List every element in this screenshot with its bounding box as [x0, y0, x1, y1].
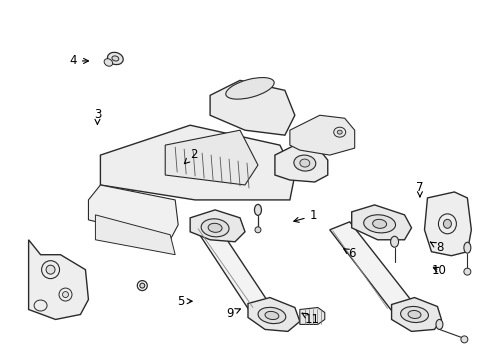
- Text: 2: 2: [184, 148, 197, 164]
- Text: 4: 4: [69, 54, 89, 67]
- Ellipse shape: [63, 292, 69, 298]
- Text: 8: 8: [430, 241, 443, 254]
- Ellipse shape: [464, 242, 471, 253]
- Polygon shape: [424, 192, 471, 256]
- Polygon shape: [210, 80, 295, 135]
- Text: 3: 3: [94, 108, 101, 125]
- Ellipse shape: [436, 319, 443, 329]
- Text: 9: 9: [226, 307, 241, 320]
- Ellipse shape: [104, 59, 113, 66]
- Ellipse shape: [140, 283, 145, 288]
- Ellipse shape: [265, 311, 279, 320]
- Text: 5: 5: [177, 295, 192, 308]
- Polygon shape: [89, 185, 178, 240]
- Text: 6: 6: [344, 247, 355, 260]
- Polygon shape: [96, 215, 175, 255]
- Polygon shape: [352, 205, 412, 240]
- Ellipse shape: [255, 227, 261, 233]
- Ellipse shape: [461, 336, 468, 343]
- Ellipse shape: [364, 215, 395, 233]
- Polygon shape: [275, 145, 328, 182]
- Polygon shape: [165, 130, 258, 185]
- Polygon shape: [190, 210, 245, 242]
- Ellipse shape: [464, 268, 471, 275]
- Ellipse shape: [373, 219, 387, 228]
- Text: 7: 7: [416, 181, 424, 197]
- Polygon shape: [195, 222, 270, 311]
- Polygon shape: [115, 155, 240, 205]
- Polygon shape: [330, 222, 415, 315]
- Ellipse shape: [391, 236, 398, 247]
- Ellipse shape: [254, 204, 262, 215]
- Polygon shape: [248, 298, 300, 332]
- Ellipse shape: [208, 223, 222, 232]
- Ellipse shape: [46, 265, 55, 274]
- Ellipse shape: [201, 219, 229, 237]
- Polygon shape: [392, 298, 441, 332]
- Ellipse shape: [300, 159, 310, 167]
- Text: 10: 10: [432, 264, 447, 277]
- Polygon shape: [300, 307, 325, 324]
- Ellipse shape: [443, 219, 451, 228]
- Ellipse shape: [294, 155, 316, 171]
- Ellipse shape: [401, 306, 428, 323]
- Text: 11: 11: [302, 312, 320, 326]
- Ellipse shape: [226, 77, 274, 99]
- Ellipse shape: [107, 52, 123, 64]
- Text: 1: 1: [294, 210, 317, 222]
- Ellipse shape: [112, 56, 119, 61]
- Polygon shape: [100, 125, 295, 200]
- Polygon shape: [290, 115, 355, 155]
- Polygon shape: [28, 240, 89, 319]
- Ellipse shape: [258, 307, 286, 324]
- Ellipse shape: [408, 310, 421, 319]
- Ellipse shape: [337, 130, 342, 134]
